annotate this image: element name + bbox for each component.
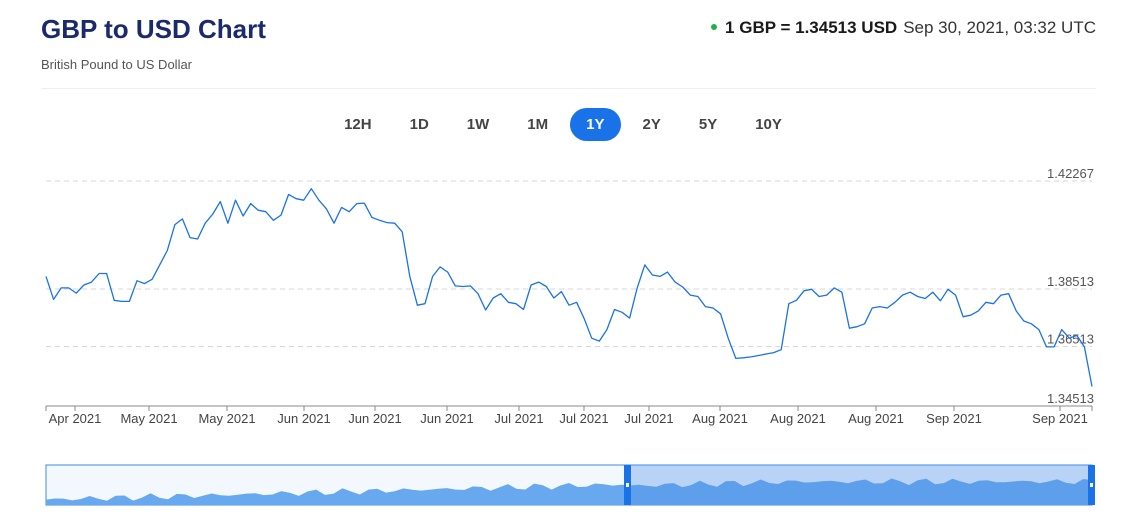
x-tick-label: Jun 2021 (420, 411, 474, 426)
period-button-1y[interactable]: 1Y (570, 108, 621, 141)
x-tick-label: Jun 2021 (277, 411, 331, 426)
rate-timestamp: Sep 30, 2021, 03:32 UTC (903, 18, 1096, 37)
period-button-1w[interactable]: 1W (466, 116, 490, 133)
x-tick-label: Aug 2021 (770, 411, 826, 426)
x-tick-label: May 2021 (198, 411, 255, 426)
x-tick-label: Aug 2021 (848, 411, 904, 426)
page-title: GBP to USD Chart (41, 14, 266, 44)
rate-value: 1 GBP = 1.34513 USD (725, 18, 898, 37)
period-button-2y[interactable]: 2Y (642, 116, 661, 133)
y-tick-label: 1.42267 (1047, 166, 1094, 181)
x-tick-label: Jul 2021 (624, 411, 673, 426)
x-tick-label: Sep 2021 (926, 411, 982, 426)
period-selector: 12H 1D 1W 1M 1Y 2Y 5Y 10Y (0, 108, 1126, 141)
x-tick-label: May 2021 (120, 411, 177, 426)
x-tick-label: Jul 2021 (494, 411, 543, 426)
series-line (45, 188, 1093, 387)
live-status-icon (711, 23, 718, 30)
x-tick-label: Sep 2021 (1032, 411, 1088, 426)
navigator-selection[interactable] (627, 465, 1092, 505)
y-tick-label: 1.38513 (1047, 274, 1094, 289)
period-button-5y[interactable]: 5Y (698, 116, 718, 133)
navigator-area (46, 478, 1092, 505)
x-tick-label: Jun 2021 (348, 411, 402, 426)
period-button-12h[interactable]: 12H (344, 116, 372, 133)
x-tick-label: Aug 2021 (692, 411, 748, 426)
current-rate: 1 GBP = 1.34513 USD Sep 30, 2021, 03:32 U… (711, 18, 1096, 38)
grip-icon (626, 483, 629, 487)
page-subtitle: British Pound to US Dollar (41, 57, 193, 72)
header-divider (41, 88, 1096, 89)
y-tick-label: 1.34513 (1047, 391, 1094, 406)
x-tick-label: Jul 2021 (559, 411, 608, 426)
period-button-1d[interactable]: 1D (409, 116, 429, 133)
period-button-10y[interactable]: 10Y (755, 116, 782, 133)
y-tick-label: 1.36513 (1047, 331, 1094, 346)
x-tick-label: Apr 2021 (49, 411, 102, 426)
period-button-1m[interactable]: 1M (527, 116, 549, 133)
grip-icon (1090, 483, 1093, 487)
